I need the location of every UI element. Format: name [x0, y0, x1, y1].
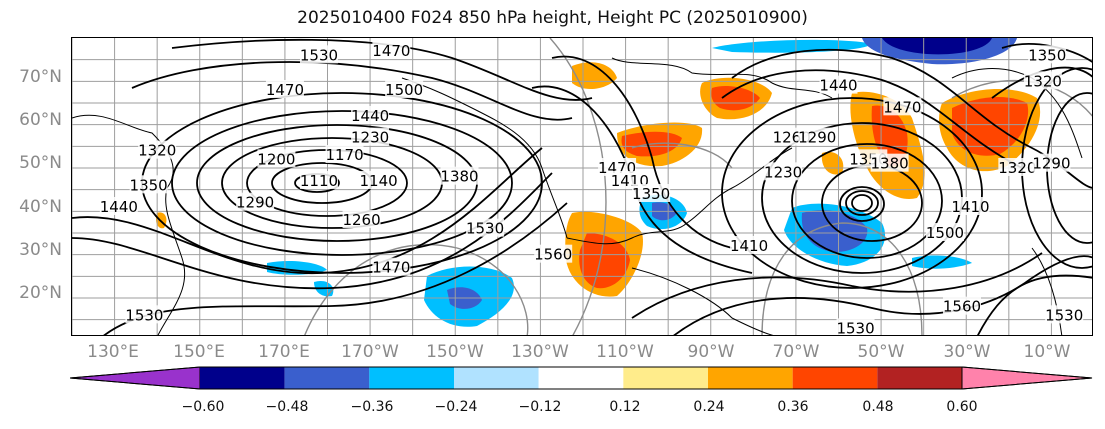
colorbar	[70, 365, 1095, 393]
colorbar-tick-label: 0.24	[674, 399, 744, 415]
contour-label: 1380	[871, 155, 909, 173]
colorbar-cell	[539, 367, 624, 389]
lon-label-30w: 30°W	[927, 342, 1007, 362]
lon-label-70w: 70°W	[756, 342, 836, 362]
map-title: 2025010400 F024 850 hPa height, Height P…	[0, 8, 1105, 28]
colorbar-tick-label: 0.48	[843, 399, 913, 415]
contour-label: 1530	[1045, 306, 1083, 324]
contour-label: 1470	[266, 81, 304, 99]
lon-label-150w: 150°W	[415, 342, 495, 362]
colorbar-tick-label: −0.36	[337, 399, 407, 415]
colorbar-cell	[369, 367, 454, 389]
contour-label: 1230	[351, 129, 389, 147]
contour-label: 1470	[883, 98, 921, 116]
contour-label: 1470	[372, 259, 410, 277]
lon-label-170w: 170°W	[330, 342, 410, 362]
lat-label-70n: 70°N	[6, 67, 62, 87]
contour-label: 1560	[943, 298, 981, 316]
contour-label: 1410	[730, 237, 768, 255]
contour-label: 1470	[372, 42, 410, 60]
contour-label: 1440	[819, 77, 857, 95]
lat-label-20n: 20°N	[6, 283, 62, 303]
colorbar-extend-high	[962, 367, 1092, 389]
contour-label: 1200	[257, 150, 295, 168]
contour-label: 1380	[440, 168, 478, 186]
contour-label: 1560	[534, 246, 572, 264]
contour-label: 1500	[926, 224, 964, 242]
contour-label: 1440	[100, 198, 138, 216]
contour-label: 1350	[1028, 46, 1066, 64]
contour-label: 1140	[360, 172, 398, 190]
lon-label-170e: 170°E	[244, 342, 324, 362]
contour-label: 1290	[798, 129, 836, 147]
contour-label: 1500	[385, 81, 423, 99]
lon-label-150e: 150°E	[159, 342, 239, 362]
lon-label-130e: 130°E	[73, 342, 153, 362]
map-canvas: 1470 1530 1470 1500 1440 1320 1350 1440 1290 1200…	[72, 38, 1093, 336]
contour-label: 1290	[1032, 155, 1070, 173]
contour-label: 1530	[836, 319, 874, 336]
colorbar-cell	[200, 367, 285, 389]
contour-label: 1290	[236, 194, 274, 212]
colorbar-tick-label: 0.36	[758, 399, 828, 415]
contour-label: 1320	[138, 142, 176, 160]
colorbar-cell	[454, 367, 539, 389]
colorbar-extend-low	[70, 367, 200, 389]
lon-label-50w: 50°W	[841, 342, 921, 362]
contour-label: 1320	[1024, 72, 1062, 90]
lat-label-50n: 50°N	[6, 153, 62, 173]
lon-label-90w: 90°W	[671, 342, 751, 362]
lon-label-10w: 10°W	[1012, 342, 1082, 362]
colorbar-cell	[793, 367, 878, 389]
contour-line	[142, 93, 542, 273]
lat-label-60n: 60°N	[6, 110, 62, 130]
colorbar-tick-label: −0.60	[168, 399, 238, 415]
colorbar-tick-label: −0.12	[505, 399, 575, 415]
lon-label-110w: 110°W	[585, 342, 665, 362]
map-panel: 1470 1530 1470 1500 1440 1320 1350 1440 1290 1200…	[71, 37, 1093, 336]
colorbar-tick-label: −0.48	[252, 399, 322, 415]
contour-label: 1320	[998, 159, 1036, 177]
colorbar-cell	[623, 367, 708, 389]
colorbar-tick-label: 0.60	[927, 399, 997, 415]
colorbar-tick-label: 0.12	[590, 399, 660, 415]
contour-label: 1530	[125, 306, 163, 324]
contour-label: 1350	[632, 185, 670, 203]
contour-label: 1530	[466, 220, 504, 238]
lat-label-40n: 40°N	[6, 197, 62, 217]
lat-label-30n: 30°N	[6, 240, 62, 260]
contour-label: 1170	[325, 146, 363, 164]
positive-anomaly-region	[822, 152, 844, 175]
colorbar-cell	[708, 367, 793, 389]
contour-label: 1230	[764, 163, 802, 181]
lon-label-130w: 130°W	[500, 342, 580, 362]
contour-label: 1350	[130, 176, 168, 194]
contour-label: 1410	[951, 198, 989, 216]
contour-label: 1530	[300, 46, 338, 64]
colorbar-cell	[877, 367, 962, 389]
contour-label: 1110	[300, 172, 338, 190]
contour-label: 1260	[342, 211, 380, 229]
colorbar-tick-label: −0.24	[421, 399, 491, 415]
colorbar-cell	[285, 367, 370, 389]
contour-line	[852, 195, 872, 211]
contour-label: 1440	[351, 107, 389, 125]
